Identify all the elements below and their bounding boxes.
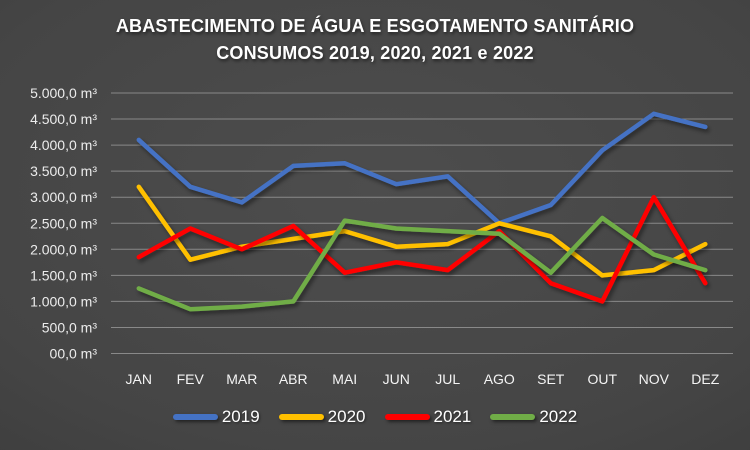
legend-swatch-2020 [278, 414, 324, 420]
legend-label-2021: 2021 [433, 407, 472, 426]
y-axis-tick-label: 2.000,0 m³ [30, 241, 97, 257]
series-line-2022 [136, 215, 708, 312]
y-axis-tick-label: 3.500,0 m³ [30, 163, 97, 179]
y-axis-tick-label: 3.000,0 m³ [30, 189, 97, 205]
legend-label-2020: 2020 [327, 407, 366, 426]
x-axis-month-label: JAN [126, 371, 152, 387]
legend-swatch-2021 [384, 414, 430, 420]
legend-item-2021: 2021 [384, 407, 472, 427]
x-axis-month-label: NOV [639, 371, 670, 387]
x-axis-month-label: AGO [484, 371, 515, 387]
legend-swatch-2022 [490, 414, 536, 420]
x-axis-month-label: MAI [332, 371, 357, 387]
y-axis-tick-label: 500,0 m³ [42, 319, 98, 335]
series-line-2020 [136, 184, 708, 278]
legend-label-2022: 2022 [539, 407, 578, 426]
y-axis-tick-label: 1.000,0 m³ [30, 293, 97, 309]
x-axis-month-label: ABR [279, 371, 308, 387]
y-axis-tick-label: 00,0 m³ [50, 346, 98, 362]
series-line-2019 [136, 111, 708, 226]
y-axis-tick-label: 4.500,0 m³ [30, 111, 97, 127]
legend-item-2022: 2022 [490, 407, 577, 427]
x-axis-month-label: DEZ [691, 371, 719, 387]
series-line-2021 [136, 194, 708, 304]
x-axis-month-label: OUT [587, 371, 617, 387]
chart-title-line2: CONSUMOS 2019, 2020, 2021 e 2022 [216, 43, 534, 63]
x-axis-month-label: MAR [226, 371, 257, 387]
y-axis-tick-label: 5.000,0 m³ [30, 85, 97, 101]
x-axis-month-label: FEV [177, 371, 205, 387]
x-axis-month-label: SET [537, 371, 565, 387]
chart-legend: 2019 2020 2021 2022 [0, 407, 750, 427]
chart-title-line1: ABASTECIMENTO DE ÁGUA E ESGOTAMENTO SANI… [115, 16, 635, 36]
x-axis-month-label: JUL [435, 371, 460, 387]
legend-item-2020: 2020 [278, 407, 366, 427]
legend-swatch-2019 [172, 414, 218, 420]
legend-item-2019: 2019 [172, 407, 260, 427]
y-axis-tick-label: 1.500,0 m³ [30, 267, 97, 283]
legend-label-2019: 2019 [221, 407, 260, 426]
y-axis-tick-label: 4.000,0 m³ [30, 137, 97, 153]
y-axis-tick-label: 2.500,0 m³ [30, 215, 97, 231]
x-axis-month-label: JUN [383, 371, 410, 387]
chart-title: ABASTECIMENTO DE ÁGUA E ESGOTAMENTO SANI… [0, 13, 750, 67]
